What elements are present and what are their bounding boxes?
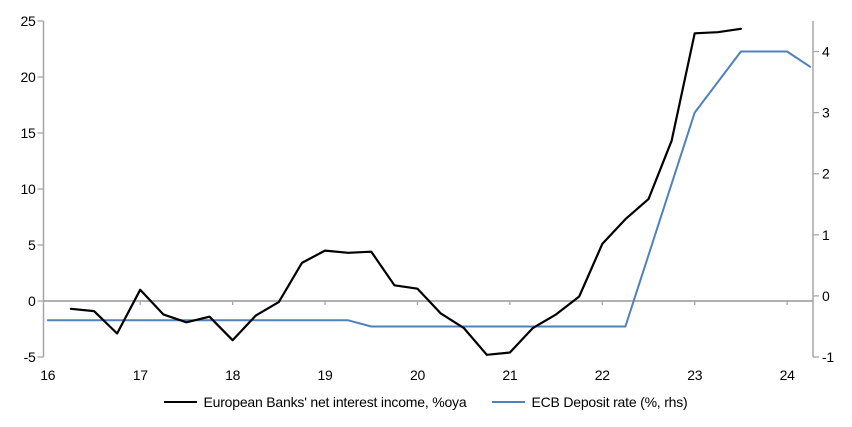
x-axis-tick-label: 16 [40, 367, 55, 383]
x-axis-tick-label: 20 [410, 367, 425, 383]
x-axis-tick-label: 22 [595, 367, 610, 383]
series-line-ecb-deposit-rate [46, 50, 812, 328]
x-axis-tick-label: 17 [133, 367, 148, 383]
series-line-net-interest-income [69, 27, 743, 356]
left-axis-tick-label: 20 [21, 69, 36, 85]
chart-legend: European Banks' net interest income, %oy… [0, 394, 852, 410]
x-axis-tick-label: 18 [225, 367, 240, 383]
left-axis-tick-label: 25 [21, 13, 36, 29]
x-axis-tick-label: 21 [502, 367, 517, 383]
right-axis-tick-label: 4 [822, 44, 830, 60]
left-axis-tick-label: 0 [28, 293, 36, 309]
left-axis-tick-label: 10 [21, 181, 36, 197]
right-axis-tick-label: 1 [822, 227, 830, 243]
left-axis-tick-label: 15 [21, 125, 36, 141]
legend-label-ecb-deposit-rate: ECB Deposit rate (%, rhs) [531, 394, 688, 410]
legend-item-net-interest-income: European Banks' net interest income, %oy… [164, 394, 467, 410]
left-axis-tick-label: 5 [28, 237, 36, 253]
legend-item-ecb-deposit-rate: ECB Deposit rate (%, rhs) [492, 394, 688, 410]
right-axis-tick-label: -1 [822, 349, 834, 365]
x-axis-tick-label: 24 [780, 367, 795, 383]
right-axis-tick-label: 2 [822, 166, 830, 182]
legend-blue-line-swatch [492, 401, 526, 403]
x-axis-tick-label: 19 [318, 367, 333, 383]
legend-label-net-interest-income: European Banks' net interest income, %oy… [203, 394, 467, 410]
right-axis-tick-label: 0 [822, 288, 830, 304]
legend-black-line-swatch [164, 401, 198, 403]
left-axis-tick-label: -5 [24, 349, 36, 365]
right-axis-tick-label: 3 [822, 105, 830, 121]
x-axis-tick-label: 23 [687, 367, 702, 383]
